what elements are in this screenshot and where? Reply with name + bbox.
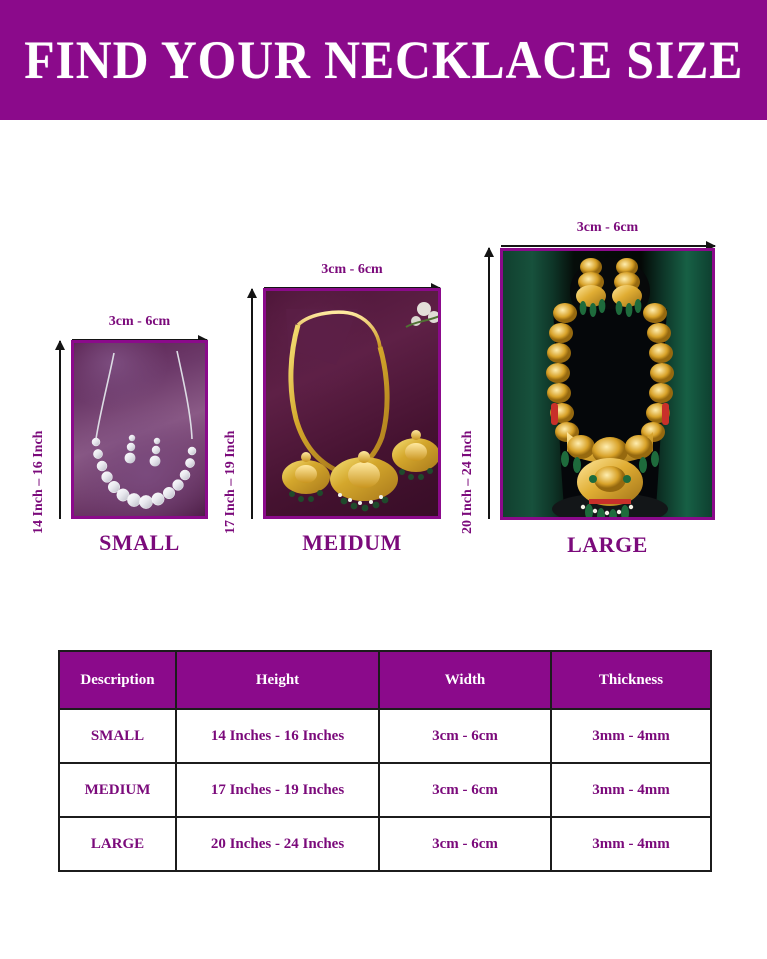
cell-description: SMALL — [58, 708, 177, 764]
cell-thickness: 3mm - 4mm — [550, 816, 712, 872]
large-necklace-photo — [500, 248, 715, 520]
size-chart-table: Description Height Width Thickness SMALL… — [58, 650, 712, 872]
right-earring — [392, 430, 438, 480]
cell-width: 3cm - 6cm — [378, 708, 552, 764]
large-width-label: 3cm - 6cm — [576, 220, 639, 235]
table-row: LARGE 20 Inches - 24 Inches 3cm - 6cm 3m… — [58, 816, 712, 872]
left-earring — [282, 452, 330, 502]
cell-thickness: 3mm - 4mm — [550, 708, 712, 764]
cell-description: MEDIUM — [58, 762, 177, 818]
column-header-thickness: Thickness — [550, 650, 712, 710]
gold-haram-graphic — [546, 257, 674, 517]
small-width-label: 3cm - 6cm — [108, 314, 171, 329]
table-row: MEDIUM 17 Inches - 19 Inches 3cm - 6cm 3… — [58, 762, 712, 818]
small-size-label: SMALL — [99, 530, 180, 555]
cell-description: LARGE — [58, 816, 177, 872]
cell-thickness: 3mm - 4mm — [550, 762, 712, 818]
medium-height-label: 17 Inch – 19 Inch — [223, 430, 238, 534]
large-height-arrow — [484, 247, 494, 519]
medium-height-arrow — [247, 288, 257, 519]
earring-pair — [576, 258, 642, 317]
page-title: FIND YOUR NECKLACE SIZE — [23, 30, 744, 90]
column-header-description: Description — [58, 650, 177, 710]
center-pendant — [330, 451, 398, 512]
cell-height: 14 Inches - 16 Inches — [175, 708, 380, 764]
small-necklace-photo — [71, 340, 208, 519]
column-header-width: Width — [378, 650, 552, 710]
large-width-arrow — [501, 241, 716, 251]
lakshmi-pendant — [577, 458, 643, 517]
silver-necklace-graphic — [91, 350, 197, 509]
size-cards-section: 3cm - 6cm 14 Inch – 16 Inch — [0, 120, 767, 620]
large-height-label: 20 Inch – 24 Inch — [460, 430, 475, 534]
cell-height: 17 Inches - 19 Inches — [175, 762, 380, 818]
gold-necklace-graphic — [282, 302, 438, 512]
medium-necklace-photo — [263, 288, 441, 519]
cell-height: 20 Inches - 24 Inches — [175, 816, 380, 872]
table-header-row: Description Height Width Thickness — [58, 650, 712, 710]
table-row: SMALL 14 Inches - 16 Inches 3cm - 6cm 3m… — [58, 708, 712, 764]
column-header-height: Height — [175, 650, 380, 710]
medium-size-label: MEIDUM — [302, 530, 402, 555]
small-height-arrow — [55, 340, 65, 519]
header-banner: FIND YOUR NECKLACE SIZE — [0, 0, 767, 120]
small-height-label: 14 Inch – 16 Inch — [31, 430, 46, 534]
large-size-label: LARGE — [567, 532, 648, 557]
medium-width-label: 3cm - 6cm — [321, 262, 383, 277]
cell-width: 3cm - 6cm — [378, 816, 552, 872]
cell-width: 3cm - 6cm — [378, 762, 552, 818]
